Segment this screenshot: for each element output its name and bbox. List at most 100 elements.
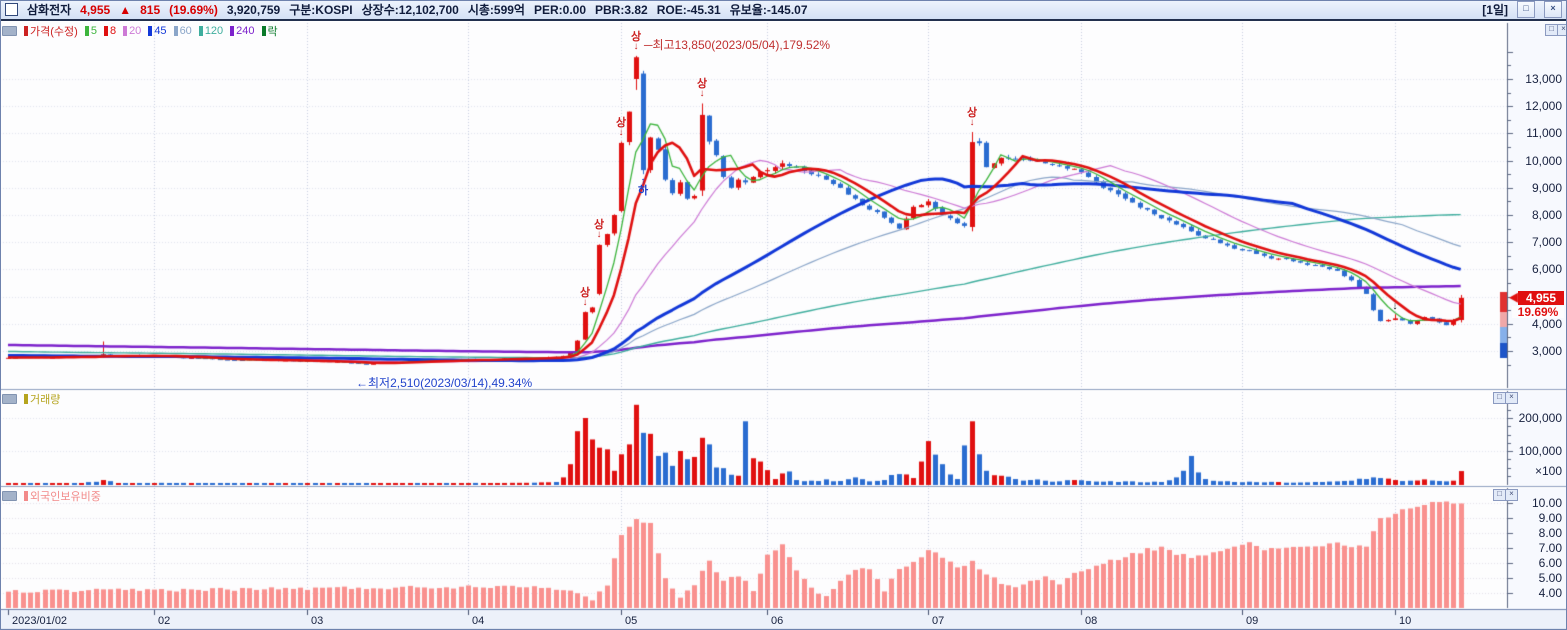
price-axis-tick: 11,000 [1526, 126, 1562, 141]
foreign-axis-tick: 7.00 [1538, 541, 1562, 555]
foreign-series-swatch [24, 491, 28, 501]
change-amount: 815 [140, 2, 161, 17]
market-type: 구분:KOSPI [289, 3, 353, 17]
foreign-legend[interactable]: 외국인보유비중 [2, 488, 101, 504]
price-axis-tick: 13,000 [1525, 72, 1562, 86]
change-percent: (19.69%) [169, 2, 218, 17]
ma-label: 120 [204, 25, 224, 37]
foreign-axis-tick: 5.00 [1538, 571, 1562, 585]
volume-axis-tick: 100,000 [1518, 444, 1562, 458]
limit-up-marker: 상 ↓ [593, 219, 605, 241]
ma-swatch [148, 26, 153, 36]
ma-label: 240 [236, 25, 255, 37]
volume-total: 3,920,759 [226, 2, 281, 17]
limit-up-marker: 상 ↓ [696, 78, 708, 100]
foreign-axis-tick: 10.00 [1531, 496, 1562, 510]
limit-up-marker: 상 ↓ [615, 116, 627, 138]
ma-swatch [123, 26, 128, 36]
title-bar: 삼화전자 4,955 ▲ 815 (19.69%) 3,920,759 구분:K… [0, 0, 1567, 21]
volume-unit-label: ×100 [1534, 464, 1562, 478]
current-price: 4,955 [80, 2, 111, 17]
ma-legend-item-45[interactable]: 45 [148, 23, 167, 39]
ma-swatch [261, 26, 266, 36]
x-axis-label: 2023/01/02 [12, 615, 68, 627]
price-series-legend: 가격(수정) [24, 23, 78, 39]
period-label: [1일] [1482, 3, 1508, 17]
ma-legend-item-8[interactable]: 8 [103, 23, 117, 39]
market-cap: 시총:599억 [467, 3, 525, 17]
volume-series-swatch [24, 394, 28, 404]
window-restore-button[interactable]: □ [1517, 1, 1535, 18]
reserve-ratio: 유보율:-145.07 [729, 3, 808, 17]
favorite-checkbox[interactable] [5, 3, 18, 16]
panel-close-button-foreign[interactable]: × [1505, 489, 1518, 501]
volume-series-legend: 거래량 [24, 391, 60, 407]
foreign-series-legend: 외국인보유비중 [24, 488, 101, 504]
window-close-button[interactable]: × [1544, 1, 1562, 18]
ma-legend-item-20[interactable]: 20 [123, 23, 141, 39]
volume-legend[interactable]: 거래량 [2, 391, 60, 407]
ma-legend-item-120[interactable]: 120 [198, 23, 224, 39]
x-axis-label: 10 [1399, 615, 1412, 627]
panel-close-button-price[interactable]: × [1557, 24, 1567, 36]
ma-label: 60 [179, 25, 192, 37]
limit-up-marker: 상 ↓ [966, 107, 978, 129]
limit-down-marker: ↑ 하 [637, 176, 649, 198]
ma-legend-item-5[interactable]: 5 [84, 23, 97, 39]
price-axis-tick: 9,000 [1531, 180, 1562, 195]
panel-close-button-volume[interactable]: × [1505, 392, 1518, 404]
x-axis-label: 02 [158, 615, 171, 627]
price-axis-tick: 8,000 [1531, 208, 1562, 222]
price-axis-tick: 12,000 [1525, 99, 1562, 114]
foreign-axis-tick: 4.00 [1538, 586, 1562, 600]
price-series-swatch [24, 26, 28, 36]
pbr-value: PBR:3.82 [595, 2, 648, 17]
listed-shares: 상장수:12,102,700 [361, 3, 459, 17]
ma-legend: 5 8 20 45 60 120 240 락 [84, 23, 278, 39]
current-change-percent: 19.69% [1512, 306, 1564, 318]
stock-name: 삼화전자 [27, 3, 72, 17]
change-arrow-icon: ▲ [119, 2, 132, 17]
price-axis-tick: 4,000 [1531, 316, 1562, 331]
ma-label: 5 [90, 25, 97, 37]
ma-swatch [230, 26, 235, 36]
ma-legend-item-240[interactable]: 240 [230, 23, 255, 39]
low-annotation: ←최저2,510(2023/03/14),49.34% [356, 376, 533, 390]
event-marker: ↓ [1392, 300, 1398, 313]
x-axis-label: 06 [771, 615, 784, 627]
ma-legend-item-60[interactable]: 60 [173, 23, 192, 39]
ma-legend-item-락[interactable]: 락 [261, 23, 278, 39]
limit-up-marker: 상 ↓ [579, 286, 591, 308]
panel-drag-handle[interactable] [2, 394, 17, 404]
limit-up-marker: 상 ↓ [630, 30, 642, 52]
ma-label: 8 [109, 25, 117, 37]
volume-axis-tick: 200,000 [1518, 411, 1562, 425]
roe-value: ROE:-45.31 [656, 2, 721, 17]
foreign-axis-tick: 9.00 [1538, 511, 1562, 525]
current-price-badge: 4,955 [1518, 291, 1564, 305]
high-annotation: ─최고13,850(2023/05/04),179.52% [644, 38, 831, 52]
per-value: PER:0.00 [533, 2, 586, 17]
main-chart-legend[interactable]: 가격(수정) 5 8 20 45 60 120 240 락 [2, 23, 278, 39]
ma-swatch [103, 26, 108, 36]
ma-swatch [173, 26, 178, 36]
price-series-label: 가격(수정) [30, 26, 78, 38]
ma-label: 20 [129, 25, 142, 37]
foreign-series-label: 외국인보유비중 [30, 491, 101, 503]
panel-drag-handle[interactable] [2, 26, 17, 36]
x-axis-label: 08 [1085, 615, 1098, 627]
ma-swatch [84, 26, 89, 36]
price-axis-tick: 6,000 [1531, 262, 1562, 277]
x-axis-label: 03 [311, 615, 324, 627]
panel-drag-handle[interactable] [2, 491, 17, 501]
price-axis-tick: 10,000 [1525, 153, 1562, 168]
price-axis-tick: 7,000 [1531, 235, 1562, 250]
x-axis-label: 04 [472, 615, 485, 627]
volume-series-label: 거래량 [30, 394, 61, 406]
x-axis-label: 09 [1246, 615, 1259, 627]
ma-swatch [198, 26, 203, 36]
x-axis-label: 05 [625, 615, 638, 627]
foreign-axis-tick: 8.00 [1538, 526, 1562, 540]
x-axis-label: 07 [932, 615, 945, 627]
